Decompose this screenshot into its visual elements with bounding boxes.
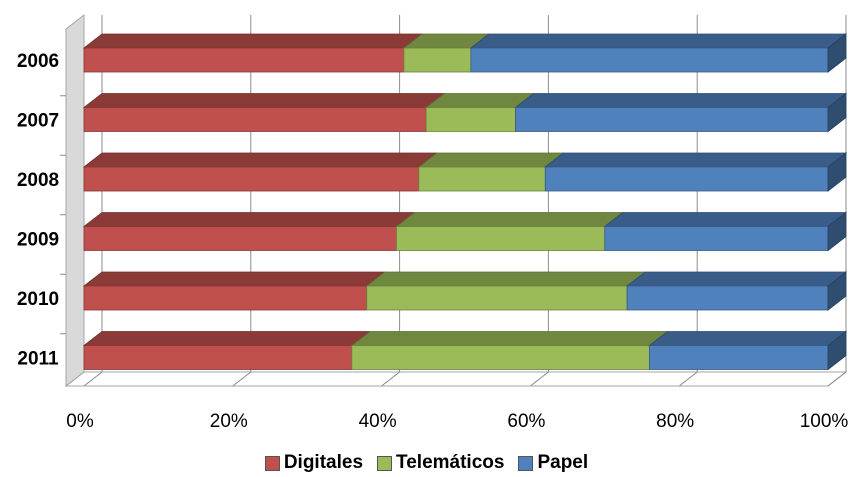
legend-label-telematicos: Telemáticos xyxy=(396,452,505,473)
bar-side-face xyxy=(827,92,847,133)
bar-segment-digitales xyxy=(82,152,438,192)
floor-gridline xyxy=(678,371,698,387)
bar-top-face xyxy=(514,93,848,108)
bar-segment-telemáticos xyxy=(425,93,535,132)
bar-front-face xyxy=(425,107,516,132)
bar-front-face xyxy=(351,345,650,370)
x-tick-label: 40% xyxy=(359,411,397,432)
category-labels: 2006 2007 2008 2009 2010 2011 xyxy=(17,51,59,370)
legend-label-papel: Papel xyxy=(537,452,589,473)
bar-side-face xyxy=(827,33,847,73)
bar-front-face xyxy=(604,226,829,251)
bar-segment-telemáticos xyxy=(417,152,565,192)
legend-swatch-digitales xyxy=(264,455,280,471)
bar-segment-papel xyxy=(603,211,848,252)
bar-front-face xyxy=(83,345,353,370)
bar-front-face xyxy=(544,166,829,192)
bar-segment-telemáticos xyxy=(365,271,647,311)
bar-segment-digitales xyxy=(82,331,372,370)
bar-front-face xyxy=(626,285,829,311)
bar-segment-papel xyxy=(514,92,848,133)
floor-gridline xyxy=(827,371,847,387)
bar-front-face xyxy=(366,285,628,311)
category-label: 2007 xyxy=(17,111,59,132)
bar-top-face xyxy=(395,212,624,227)
bar-segment-telemáticos xyxy=(395,212,624,251)
legend-item-papel: Papel xyxy=(518,452,588,474)
bar-top-face xyxy=(469,33,848,49)
x-tick-label: 80% xyxy=(656,411,694,432)
bar-top-face xyxy=(603,212,848,227)
x-tick-label: 20% xyxy=(210,411,248,432)
bar-segment-digitales xyxy=(82,212,416,251)
legend-label-digitales: Digitales xyxy=(283,452,364,473)
legend-swatch-telematicos xyxy=(377,455,393,471)
legend: Digitales Telemáticos Papel xyxy=(0,452,853,474)
bar-top-face xyxy=(425,93,535,108)
legend-item-digitales: Digitales xyxy=(264,452,364,474)
category-label: 2006 xyxy=(17,51,59,72)
category-label: 2008 xyxy=(17,170,59,191)
bar-segment-digitales xyxy=(82,271,386,311)
bar-front-face xyxy=(403,47,472,73)
bar-front-face xyxy=(83,226,397,251)
floor-gridline xyxy=(83,371,103,387)
floor xyxy=(64,371,848,387)
bar-front-face xyxy=(83,285,368,311)
floor-gridline xyxy=(530,371,549,387)
bar-segment-papel xyxy=(625,271,848,311)
bar-front-face xyxy=(515,107,829,132)
x-tick-labels: 0% 20% 40% 60% 80% 100% xyxy=(66,411,848,432)
category-label: 2011 xyxy=(17,349,59,370)
legend-item-telematicos: Telemáticos xyxy=(377,452,504,474)
bar-top-face xyxy=(544,152,848,168)
bar-top-face xyxy=(625,271,848,287)
bar-segment-digitales xyxy=(82,33,424,73)
side-wall xyxy=(65,13,85,388)
bar-front-face xyxy=(83,47,405,73)
bar-top-face xyxy=(82,33,424,49)
bar-segment-telemáticos xyxy=(350,331,669,370)
bar-segment-papel xyxy=(544,152,848,192)
bar-top-face xyxy=(82,212,416,227)
bar-top-face xyxy=(648,331,848,346)
floor-gridline xyxy=(232,371,252,387)
category-label: 2009 xyxy=(17,230,59,251)
bar-segment-digitales xyxy=(82,93,446,132)
bar-side-face xyxy=(827,152,847,192)
bar-front-face xyxy=(470,47,829,73)
floor-gridline xyxy=(381,371,400,387)
bar-top-face xyxy=(82,271,386,287)
bar-segment-papel xyxy=(648,330,848,371)
bar-top-face xyxy=(82,152,438,168)
x-tick-label: 0% xyxy=(66,411,94,432)
bar-top-face xyxy=(417,152,565,168)
bar-side-face xyxy=(827,330,847,371)
bar-top-face xyxy=(350,331,669,346)
bar-segment-papel xyxy=(469,33,848,73)
bar-side-face xyxy=(827,271,847,311)
bars xyxy=(82,33,848,371)
bar-side-face xyxy=(827,211,847,252)
x-tick-label: 100% xyxy=(800,411,849,432)
bar-top-face xyxy=(365,271,647,287)
bar-front-face xyxy=(83,166,420,192)
bar-top-face xyxy=(82,93,446,108)
category-label: 2010 xyxy=(17,289,59,310)
bar-front-face xyxy=(418,166,546,192)
bar-front-face xyxy=(396,226,606,251)
legend-swatch-papel xyxy=(518,455,534,471)
bar-front-face xyxy=(649,345,829,370)
bar-top-face xyxy=(82,331,372,346)
gridlines xyxy=(60,13,848,388)
bar-front-face xyxy=(83,107,427,132)
x-tick-label: 60% xyxy=(507,411,545,432)
